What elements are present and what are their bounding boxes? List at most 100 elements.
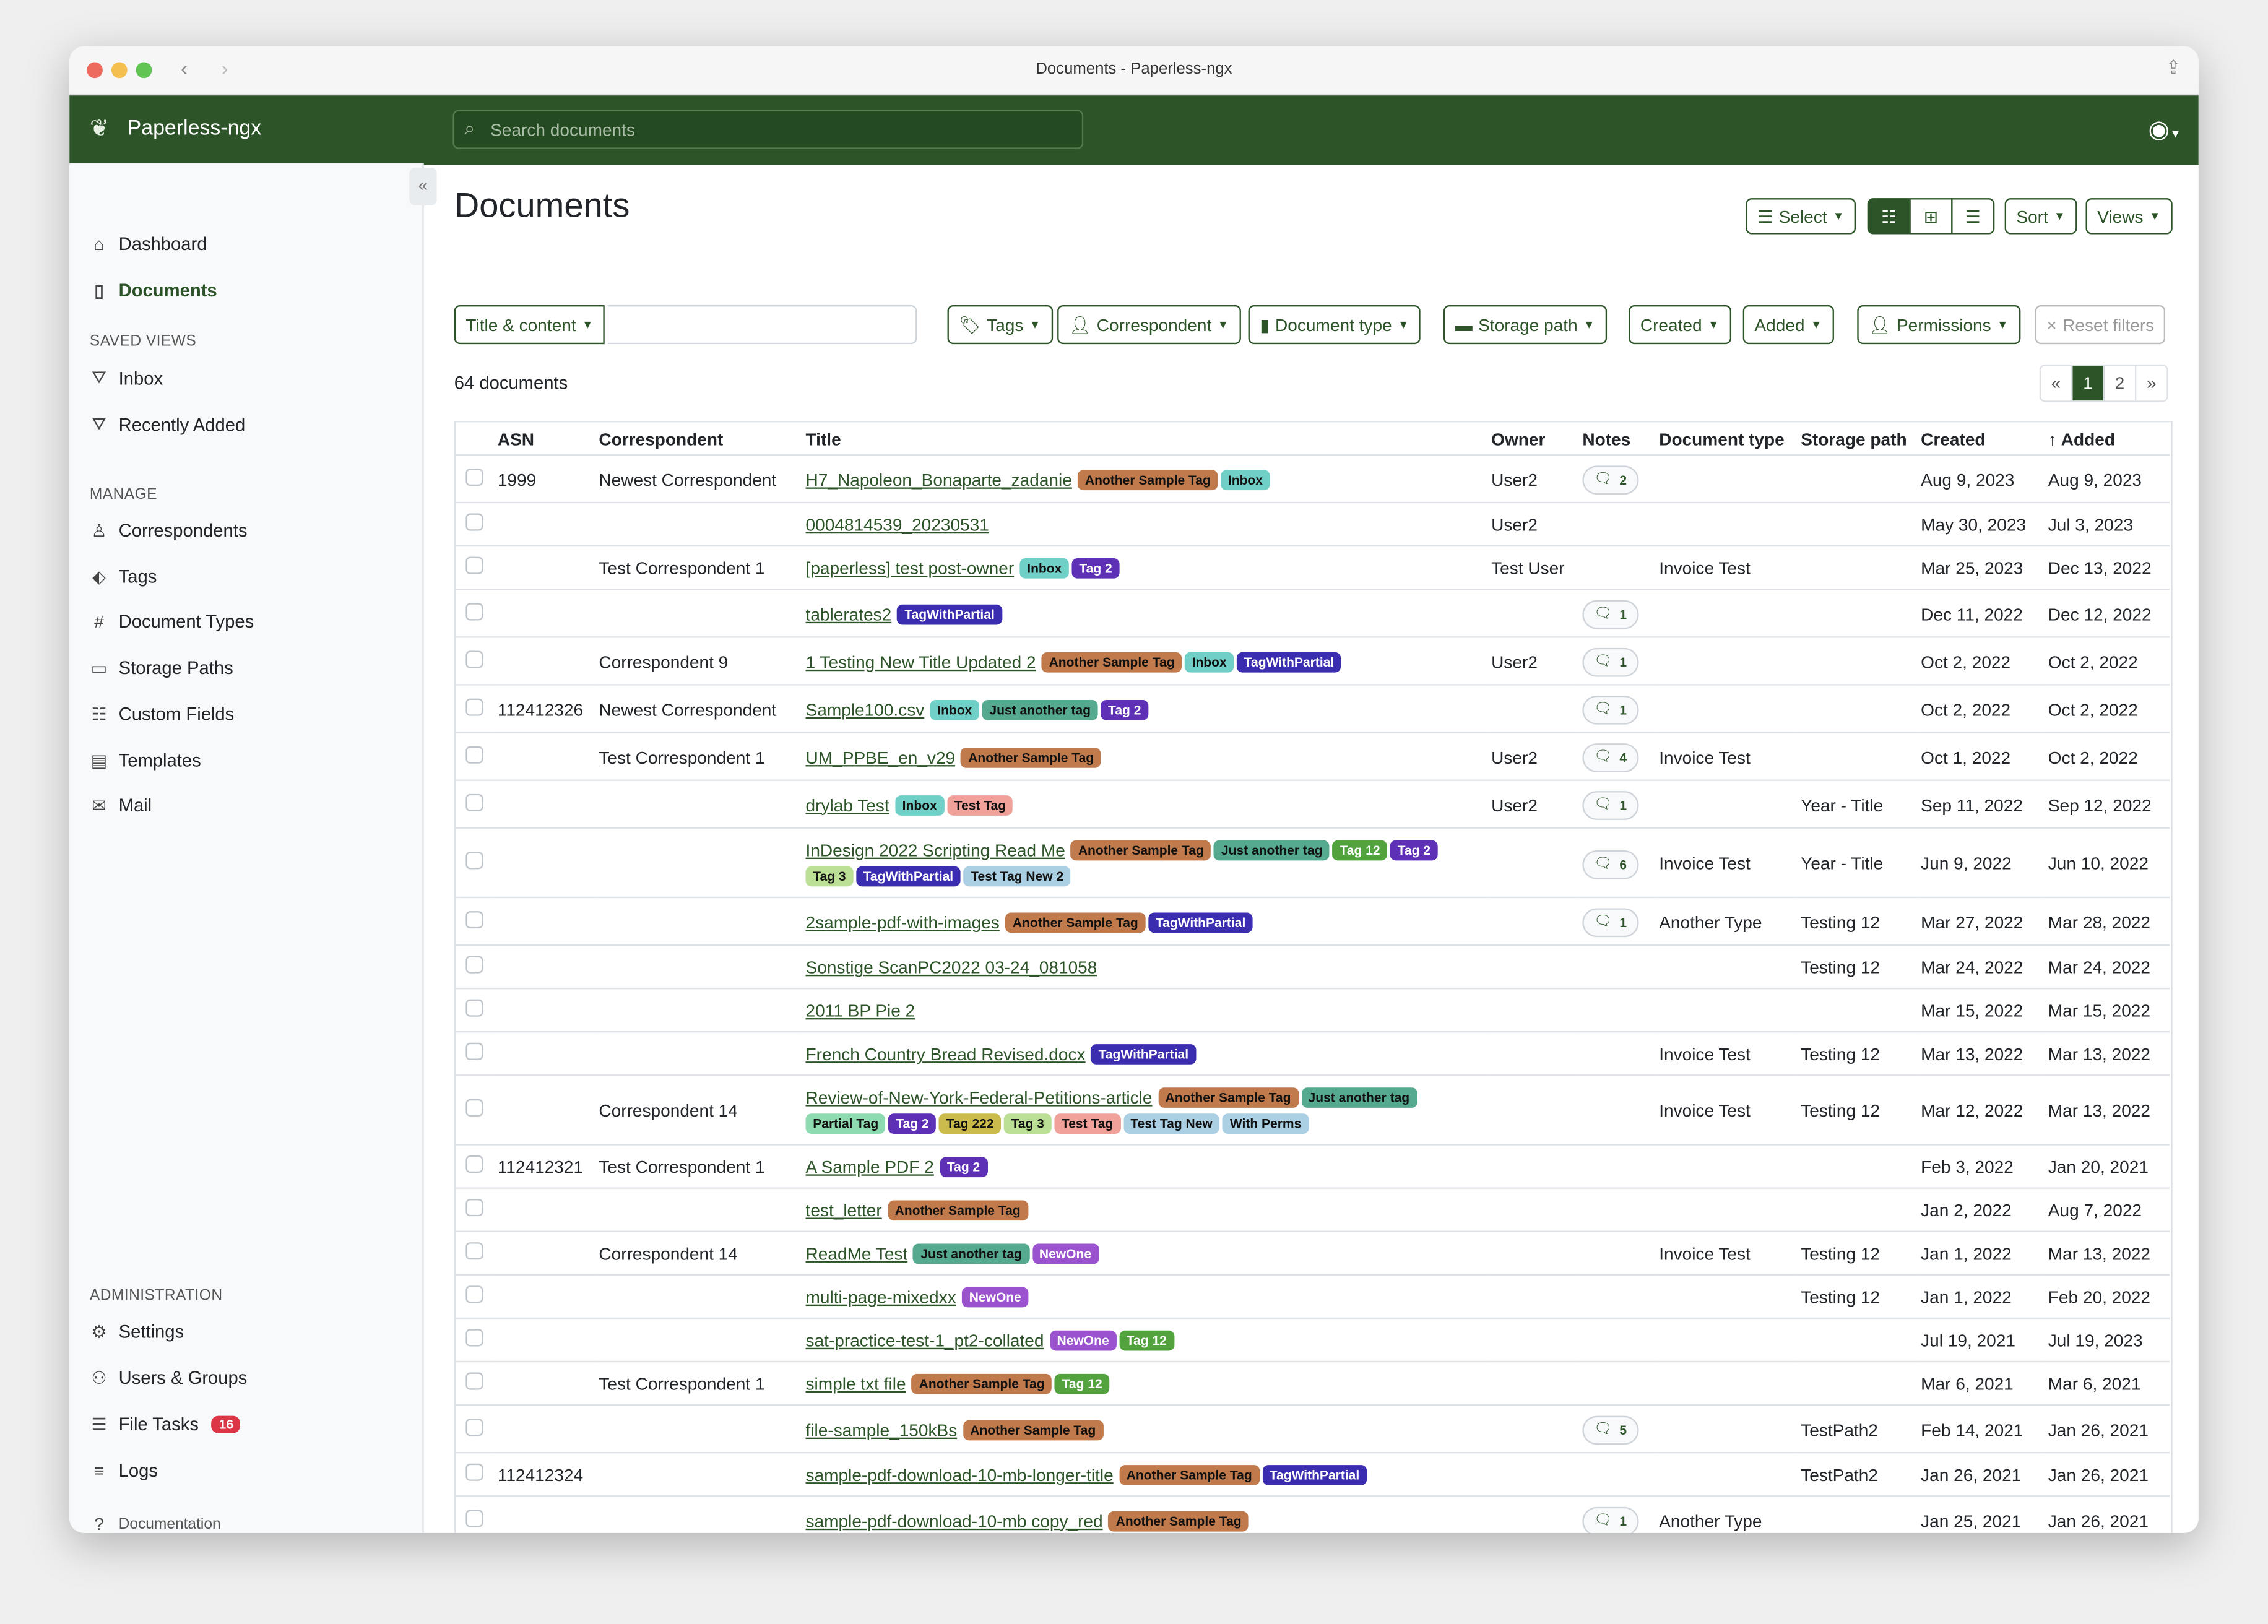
- tag-badge[interactable]: Inbox: [930, 699, 980, 720]
- tag-badge[interactable]: Tag 12: [1054, 1373, 1110, 1394]
- column-header-title[interactable]: Title: [802, 422, 1487, 455]
- tag-badge[interactable]: TagWithPartial: [855, 866, 961, 887]
- tag-badge[interactable]: Tag 2: [1390, 840, 1438, 861]
- minimize-window-button[interactable]: [111, 62, 128, 79]
- view-small-cards-button[interactable]: ⊞: [1909, 198, 1953, 235]
- document-title-link[interactable]: file-sample_150kBs: [805, 1419, 958, 1440]
- document-title-link[interactable]: sat-practice-test-1_pt2-collated: [805, 1330, 1044, 1351]
- table-row[interactable]: Test Correspondent 1 simple txt file Anoth…: [456, 1360, 2170, 1406]
- views-button[interactable]: Views ▼: [2085, 198, 2173, 235]
- tag-badge[interactable]: Another Sample Tag: [1041, 651, 1182, 672]
- row-checkbox[interactable]: [465, 1155, 483, 1173]
- share-icon[interactable]: ⇪: [2165, 56, 2181, 79]
- tag-badge[interactable]: TagWithPartial: [1091, 1044, 1196, 1065]
- document-title-link[interactable]: UM_PPBE_en_v29: [805, 746, 956, 767]
- tag-badge[interactable]: Tag 2: [888, 1113, 937, 1134]
- document-title-link[interactable]: Sample100.csv: [805, 699, 925, 720]
- documentation-link[interactable]: ? Documentation: [90, 1514, 220, 1533]
- sidebar-item-logs[interactable]: ≡ Logs: [90, 1461, 158, 1481]
- tag-badge[interactable]: Test Tag: [1054, 1113, 1120, 1134]
- forward-arrow-icon[interactable]: ›: [221, 56, 228, 80]
- tag-badge[interactable]: NewOne: [962, 1287, 1029, 1308]
- document-title-link[interactable]: 0004814539_20230531: [805, 514, 989, 535]
- row-checkbox[interactable]: [465, 1242, 483, 1260]
- document-title-link[interactable]: Review-of-New-York-Federal-Petitions-art…: [805, 1087, 1153, 1108]
- document-title-link[interactable]: multi-page-mixedxx: [805, 1287, 956, 1308]
- sidebar-item-recently-added[interactable]: ⛛ Recently Added: [90, 413, 245, 435]
- search-input[interactable]: ⌕ Search documents: [452, 110, 1084, 149]
- row-checkbox[interactable]: [465, 1042, 483, 1060]
- tag-badge[interactable]: NewOne: [1032, 1243, 1099, 1264]
- row-checkbox[interactable]: [465, 852, 483, 870]
- column-header-document-type[interactable]: Document type: [1655, 422, 1796, 455]
- page-1-button[interactable]: 1: [2072, 366, 2105, 401]
- tag-badge[interactable]: Tag 2: [940, 1157, 987, 1178]
- brand-name[interactable]: Paperless-ngx: [127, 117, 262, 140]
- table-row[interactable]: French Country Bread Revised.docx TagWith…: [456, 1031, 2170, 1076]
- table-row[interactable]: InDesign 2022 Scripting Read Me Another S…: [456, 827, 2170, 897]
- table-row[interactable]: 1999 Newest Correspondent H7_Napoleon_Bona…: [456, 454, 2170, 503]
- user-menu-icon[interactable]: ◉▼: [2148, 115, 2181, 144]
- tag-badge[interactable]: TagWithPartial: [897, 603, 1002, 624]
- column-header-added[interactable]: ↑ Added: [2044, 422, 2170, 455]
- reset-filters-button[interactable]: × Reset filters: [2035, 305, 2166, 345]
- row-checkbox[interactable]: [465, 1199, 483, 1217]
- document-title-link[interactable]: Sonstige ScanPC2022 03-24_081058: [805, 957, 1097, 978]
- document-title-link[interactable]: A Sample PDF 2: [805, 1157, 934, 1178]
- tag-badge[interactable]: TagWithPartial: [1237, 651, 1341, 672]
- document-title-link[interactable]: ReadMe Test: [805, 1243, 908, 1264]
- row-checkbox[interactable]: [465, 1329, 483, 1347]
- row-checkbox[interactable]: [465, 956, 483, 974]
- tag-badge[interactable]: Tag 3: [1003, 1113, 1052, 1134]
- added-filter-button[interactable]: Added ▼: [1742, 305, 1834, 345]
- tag-badge[interactable]: Test Tag: [947, 795, 1013, 815]
- table-row[interactable]: 2011 BP Pie 2 Mar 15, 2022 Mar 15, 2022: [456, 987, 2170, 1032]
- tag-badge[interactable]: Inbox: [894, 795, 945, 815]
- tag-badge[interactable]: With Perms: [1223, 1113, 1309, 1134]
- tag-badge[interactable]: Test Tag New 2: [963, 866, 1071, 887]
- notes-badge[interactable]: 🗨︎ 1: [1582, 791, 1638, 820]
- close-window-button[interactable]: [87, 62, 103, 79]
- page-2-button[interactable]: 2: [2105, 366, 2137, 401]
- tag-badge[interactable]: Another Sample Tag: [888, 1200, 1028, 1221]
- tag-badge[interactable]: Another Sample Tag: [1108, 1510, 1249, 1531]
- notes-badge[interactable]: 🗨︎ 1: [1582, 600, 1638, 629]
- table-row[interactable]: 112412324 sample-pdf-download-10-mb-longe…: [456, 1452, 2170, 1497]
- notes-badge[interactable]: 🗨︎ 1: [1582, 908, 1638, 938]
- sidebar-item-tags[interactable]: ⬖ Tags: [90, 566, 157, 587]
- back-arrow-icon[interactable]: ‹: [181, 56, 188, 80]
- tag-badge[interactable]: Another Sample Tag: [1071, 840, 1211, 861]
- table-row[interactable]: multi-page-mixedxx NewOne Testing 12 Jan 1,…: [456, 1274, 2170, 1318]
- row-checkbox[interactable]: [465, 467, 483, 485]
- maximize-window-button[interactable]: [136, 62, 152, 79]
- sort-button[interactable]: Sort ▼: [2004, 198, 2077, 235]
- notes-badge[interactable]: 🗨︎ 5: [1582, 1415, 1638, 1445]
- tag-badge[interactable]: Tag 3: [805, 866, 854, 887]
- row-checkbox[interactable]: [465, 698, 483, 715]
- row-checkbox[interactable]: [465, 793, 483, 811]
- table-row[interactable]: sat-practice-test-1_pt2-collated NewOne Ta…: [456, 1317, 2170, 1362]
- tag-badge[interactable]: Just another tag: [1301, 1087, 1417, 1108]
- table-row[interactable]: 112412326 Newest Correspondent Sample100.c…: [456, 684, 2170, 733]
- table-row[interactable]: tablerates2 TagWithPartial 🗨︎ 1 Dec 11, 2022…: [456, 589, 2170, 637]
- permissions-filter-button[interactable]: 👤︎ Permissions ▼: [1857, 305, 2020, 345]
- document-title-link[interactable]: drylab Test: [805, 795, 889, 815]
- document-title-link[interactable]: [paperless] test post-owner: [805, 558, 1015, 579]
- sidebar-item-custom-fields[interactable]: ☷ Custom Fields: [90, 704, 234, 724]
- document-title-link[interactable]: tablerates2: [805, 603, 892, 624]
- row-checkbox[interactable]: [465, 999, 483, 1017]
- table-row[interactable]: drylab Test Inbox Test Tag User2 🗨︎ 1 Year - T…: [456, 779, 2170, 828]
- tag-badge[interactable]: Just another tag: [1214, 840, 1330, 861]
- tag-badge[interactable]: Partial Tag: [805, 1113, 886, 1134]
- previous-page-button[interactable]: «: [2041, 366, 2073, 401]
- tags-filter-button[interactable]: 🏷︎ Tags ▼: [947, 305, 1052, 345]
- table-row[interactable]: Sonstige ScanPC2022 03-24_081058 Testing …: [456, 944, 2170, 989]
- tag-badge[interactable]: Another Sample Tag: [1005, 912, 1146, 933]
- select-button[interactable]: ☰ Select ▼: [1746, 198, 1856, 235]
- created-filter-button[interactable]: Created ▼: [1629, 305, 1731, 345]
- tag-badge[interactable]: Another Sample Tag: [961, 746, 1101, 767]
- tag-badge[interactable]: Another Sample Tag: [1119, 1465, 1260, 1485]
- correspondent-filter-button[interactable]: 👤︎ Correspondent ▼: [1057, 305, 1240, 345]
